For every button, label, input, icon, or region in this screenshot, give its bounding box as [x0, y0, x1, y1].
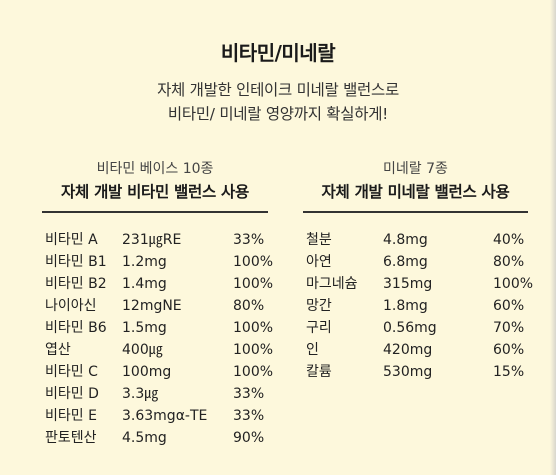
nutrient-name: 나이아신: [45, 298, 97, 314]
nutrient-percent: 60%: [493, 342, 525, 358]
nutrient-name: 비타민 E: [45, 408, 97, 424]
nutrient-name: 비타민 D: [45, 386, 99, 402]
nutrient-amount: 100mg: [122, 364, 172, 380]
nutrient-percent: 100%: [233, 342, 274, 358]
nutrient-percent: 100%: [233, 364, 274, 380]
nutrient-percent: 60%: [493, 298, 525, 314]
nutrient-amount: 1.4mg: [122, 276, 167, 292]
vitamin-divider: [42, 211, 268, 213]
nutrient-name: 구리: [306, 320, 332, 336]
mineral-header-count: 미네랄 7종: [383, 161, 448, 177]
nutrient-amount: 6.8mg: [383, 254, 428, 270]
nutrient-name: 마그네슘: [306, 276, 358, 292]
nutrient-name: 비타민 A: [45, 232, 98, 248]
vitamin-header: 비타민 베이스 10종 자체 개발 비타민 밸런스 사용: [42, 158, 268, 204]
nutrient-percent: 33%: [233, 408, 265, 424]
nutrient-name: 아연: [306, 254, 332, 270]
nutrient-name: 철분: [306, 232, 332, 248]
nutrient-amount: 1.2mg: [122, 254, 167, 270]
nutrient-percent: 40%: [493, 232, 525, 248]
nutrient-percent: 70%: [493, 320, 525, 336]
nutrient-name: 비타민 B6: [45, 320, 107, 336]
nutrient-name: 인: [306, 342, 319, 358]
nutrient-percent: 100%: [233, 254, 274, 270]
nutrient-percent: 33%: [233, 386, 265, 402]
nutrient-percent: 80%: [233, 298, 265, 314]
nutrient-name: 판토텐산: [45, 430, 97, 446]
nutrient-amount: 3.63mgα-TE: [122, 408, 208, 424]
nutrient-amount: 530mg: [383, 364, 433, 380]
nutrient-amount: 1.8mg: [383, 298, 428, 314]
nutrient-percent: 100%: [493, 276, 534, 292]
nutrient-amount: 315mg: [383, 276, 433, 292]
mineral-divider: [303, 211, 528, 213]
mineral-header-title: 자체 개발 미네랄 밸런스 사용: [321, 183, 510, 201]
nutrient-percent: 33%: [233, 232, 265, 248]
nutrient-percent: 90%: [233, 430, 265, 446]
mineral-header: 미네랄 7종 자체 개발 미네랄 밸런스 사용: [303, 158, 528, 204]
nutrient-percent: 100%: [233, 320, 274, 336]
subtitle-line-1: 자체 개발한 인테이크 미네랄 밸런스로: [157, 81, 399, 99]
vitamin-header-title: 자체 개발 비타민 밸런스 사용: [61, 183, 249, 201]
nutrient-amount: 12mgNE: [122, 298, 182, 314]
nutrient-name: 망간: [306, 298, 332, 314]
nutrient-amount: 400㎍: [122, 342, 163, 358]
nutrient-name: 비타민 B1: [45, 254, 107, 270]
nutrient-name: 비타민 C: [45, 364, 98, 380]
nutrient-name: 비타민 B2: [45, 276, 107, 292]
subtitle-line-2: 비타민/ 미네랄 영양까지 확실하게!: [167, 105, 389, 123]
nutrient-amount: 420mg: [383, 342, 433, 358]
nutrient-amount: 0.56mg: [383, 320, 437, 336]
nutrient-name: 칼륨: [306, 364, 332, 380]
nutrient-amount: 3.3㎍: [122, 386, 159, 402]
nutrient-amount: 4.5mg: [122, 430, 167, 446]
vitamin-header-count: 비타민 베이스 10종: [96, 161, 214, 177]
nutrient-amount: 4.8mg: [383, 232, 428, 248]
nutrient-percent: 15%: [493, 364, 525, 380]
nutrient-amount: 1.5mg: [122, 320, 167, 336]
nutrient-name: 엽산: [45, 342, 71, 358]
page-title: 비타민/미네랄: [220, 41, 336, 65]
page-edge-shadow: [550, 0, 556, 475]
nutrient-percent: 80%: [493, 254, 525, 270]
nutrient-percent: 100%: [233, 276, 274, 292]
nutrient-amount: 231㎍RE: [122, 232, 182, 248]
